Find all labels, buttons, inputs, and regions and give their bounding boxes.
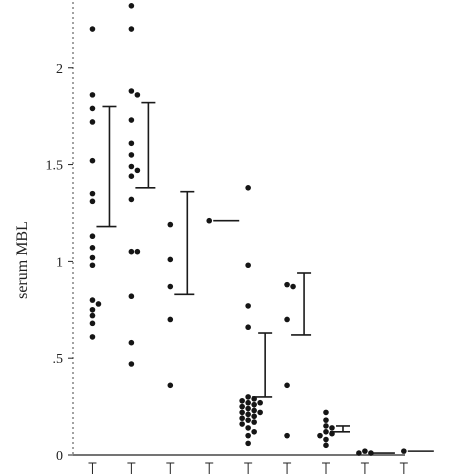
data-point <box>251 396 257 402</box>
data-point <box>323 442 329 449</box>
data-point <box>89 92 96 98</box>
data-point <box>134 92 141 98</box>
x-axis-ticks <box>88 462 408 474</box>
data-point <box>128 163 135 170</box>
data-point <box>89 306 96 313</box>
data-point <box>251 419 257 425</box>
axes <box>72 2 405 456</box>
data-point <box>245 262 251 269</box>
data-point <box>284 382 290 389</box>
data-point <box>284 316 290 323</box>
data-point <box>89 334 96 340</box>
data-point <box>284 432 290 439</box>
data-point <box>257 409 263 416</box>
y-axis-label: serum MBL <box>14 221 31 299</box>
data-point <box>239 415 245 422</box>
data-point <box>167 382 174 389</box>
data-point <box>134 167 141 174</box>
data-point <box>245 417 251 423</box>
data-point <box>245 405 251 412</box>
data-point <box>89 105 96 112</box>
data-point <box>239 421 245 427</box>
data-point <box>128 293 135 300</box>
data-point <box>128 152 135 158</box>
data-point <box>245 411 251 418</box>
data-point <box>128 3 135 9</box>
data-point <box>290 283 296 290</box>
data-point <box>323 428 329 435</box>
data-point <box>401 448 407 454</box>
data-point <box>251 413 257 420</box>
data-point <box>206 217 213 224</box>
data-point <box>245 425 251 431</box>
data-point <box>167 316 174 323</box>
data-point <box>128 117 135 123</box>
data-point <box>89 297 96 303</box>
data-point <box>368 450 374 456</box>
data-point <box>284 281 290 288</box>
data-point <box>89 262 96 269</box>
data-point <box>89 198 96 205</box>
data-point <box>167 283 174 290</box>
data-point <box>251 407 257 414</box>
data-point <box>128 26 135 32</box>
data-point <box>128 196 135 203</box>
y-tick-label: 0 <box>56 449 63 464</box>
y-tick-label: 2 <box>56 62 63 77</box>
data-point <box>245 440 251 447</box>
data-point <box>323 417 329 423</box>
data-point <box>245 303 251 309</box>
y-tick-label: .5 <box>53 352 64 367</box>
data-point <box>329 425 335 431</box>
data-point <box>89 157 96 164</box>
data-point <box>245 185 251 191</box>
data-point <box>128 339 135 346</box>
data-point <box>245 324 251 331</box>
data-point <box>245 399 251 406</box>
data-point <box>356 450 362 456</box>
data-point <box>323 436 329 443</box>
data-point <box>362 448 368 454</box>
data-point <box>167 221 174 228</box>
data-point <box>89 26 96 32</box>
data-point <box>251 401 257 408</box>
data-point <box>239 397 245 404</box>
data-point <box>323 423 329 429</box>
data-point <box>89 245 96 251</box>
data-points <box>89 3 407 456</box>
data-point <box>251 428 257 435</box>
data-point <box>128 88 135 94</box>
data-point <box>128 140 135 147</box>
data-point <box>134 248 141 255</box>
data-point <box>95 301 102 307</box>
error-bars <box>96 101 434 454</box>
data-point <box>89 190 96 197</box>
data-point <box>89 119 96 125</box>
data-point <box>245 432 251 439</box>
data-point <box>89 312 96 319</box>
y-tick-label: 1.5 <box>46 159 64 174</box>
data-point <box>257 399 263 406</box>
data-point <box>323 409 329 416</box>
y-axis-ticks: 0 .5 1 1.5 2 <box>46 62 73 464</box>
data-point <box>89 254 96 261</box>
data-point <box>329 430 335 437</box>
data-point <box>239 409 245 416</box>
data-point <box>128 173 135 179</box>
y-tick-label: 1 <box>56 255 63 270</box>
data-point <box>317 432 323 439</box>
data-point <box>128 361 135 367</box>
data-point <box>128 248 135 255</box>
data-point <box>167 256 174 263</box>
data-point <box>245 394 251 400</box>
data-point <box>89 233 96 240</box>
data-point <box>239 403 245 410</box>
data-point <box>89 320 96 327</box>
